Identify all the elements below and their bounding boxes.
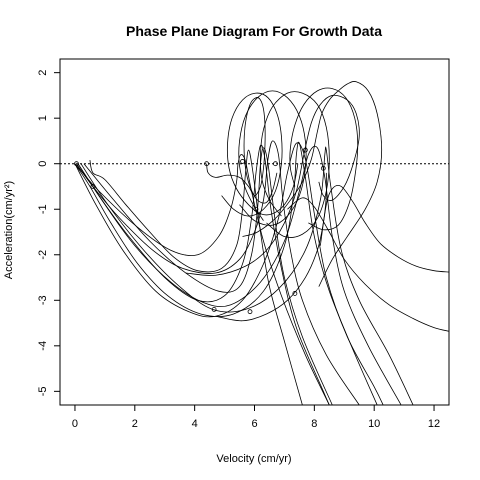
- series-curve-5: [80, 146, 414, 405]
- series-curve-15: [242, 81, 383, 287]
- series-curve-1: [76, 140, 360, 405]
- series-curve-9: [74, 154, 330, 405]
- x-tick-label: 6: [251, 418, 257, 430]
- data-point-marker: [74, 161, 79, 167]
- data-point-marker: [302, 147, 308, 153]
- data-point-marker: [292, 291, 298, 296]
- y-tick-label: -5: [37, 386, 49, 396]
- data-point-marker: [211, 306, 217, 312]
- series-curve-16: [185, 94, 360, 276]
- x-tick-label: 12: [428, 418, 440, 430]
- x-axis-label: Velocity (cm/yr): [216, 453, 291, 465]
- data-point-marker: [273, 161, 278, 167]
- x-tick-label: 2: [132, 418, 138, 430]
- y-tick-label: -2: [37, 250, 49, 260]
- series-curve-2: [77, 144, 330, 405]
- chart-title: Phase Plane Diagram For Growth Data: [126, 23, 382, 39]
- plot-area: [59, 58, 450, 406]
- series-curve-11: [221, 92, 299, 217]
- y-tick-label: -3: [37, 295, 49, 305]
- y-tick-label: 2: [37, 70, 49, 76]
- series-curve-13: [260, 91, 330, 238]
- data-point-marker: [204, 161, 210, 167]
- y-tick-label: 1: [37, 115, 49, 121]
- y-axis: -5 -4 -3 -2 -1 0 1 2: [37, 70, 60, 396]
- y-tick-label: -4: [37, 341, 49, 351]
- series-curve-18: [287, 197, 449, 332]
- series-curve-7: [89, 149, 303, 405]
- data-point-marker: [320, 165, 326, 171]
- series-curve-4: [77, 145, 402, 405]
- y-tick-label: -1: [37, 204, 49, 214]
- series-curve-8: [74, 141, 378, 405]
- series-curve-12: [238, 90, 307, 226]
- y-axis-label: Acceleration(cm/yr²): [3, 181, 15, 279]
- series-curve-10: [206, 97, 278, 204]
- x-tick-label: 10: [368, 418, 380, 430]
- series-curve-19: [215, 172, 327, 322]
- y-tick-label: 0: [37, 161, 49, 167]
- series-curve-17: [319, 184, 449, 273]
- x-tick-label: 0: [72, 418, 78, 430]
- x-tick-label: 8: [311, 418, 317, 430]
- x-tick-label: 4: [192, 418, 198, 430]
- data-point-marker: [253, 206, 259, 212]
- data-point-marker: [247, 309, 253, 315]
- series-curve-14: [289, 87, 359, 231]
- series-curve-3: [74, 142, 384, 405]
- data-point-marker: [90, 184, 96, 189]
- x-axis: 0 2 4 6 8 10 12: [72, 405, 440, 430]
- data-point-marker: [240, 159, 245, 164]
